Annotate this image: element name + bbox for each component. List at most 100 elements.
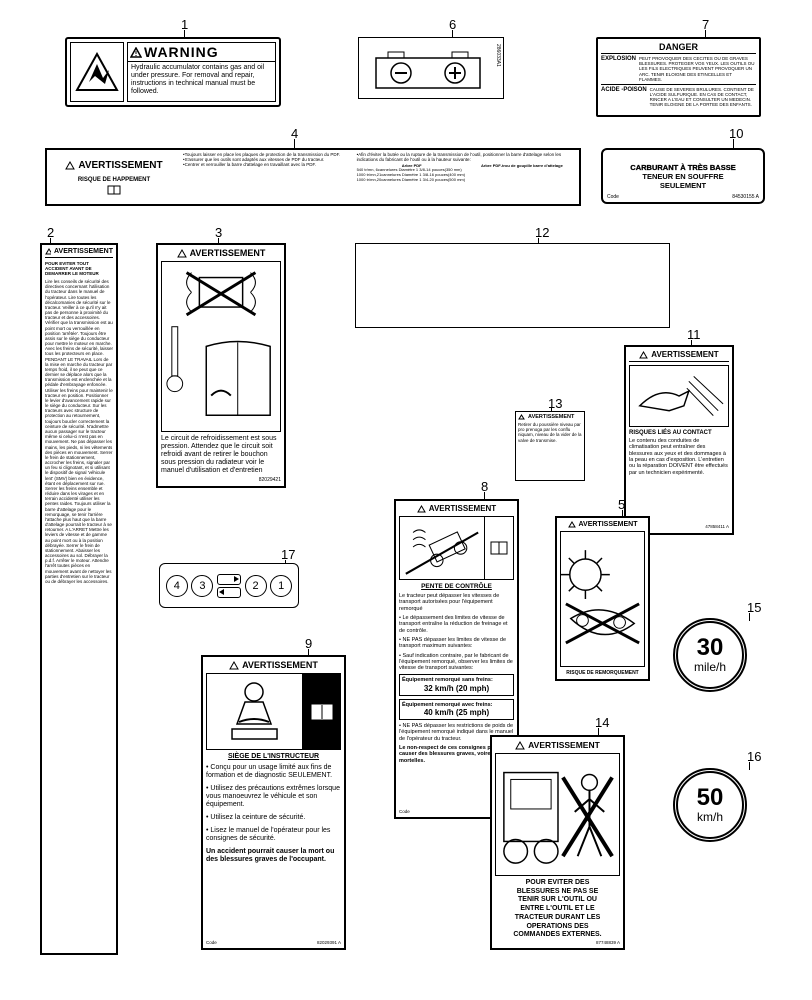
speed-value: 50: [697, 786, 724, 810]
cooling-body: Le circuit de refroidissement est sous p…: [161, 435, 281, 475]
part-number: 286033A1: [495, 44, 501, 67]
decal-16-speed-50: 50 km/h: [673, 768, 747, 842]
book-icon: [490, 541, 508, 555]
b3: Sauf indication contraire, par le fabric…: [399, 653, 513, 672]
leader: [733, 139, 734, 148]
explosion-icon: [70, 42, 124, 102]
book-icon: [311, 704, 333, 720]
gear-4: 4: [166, 575, 188, 597]
part-number: 82029421: [161, 477, 281, 483]
avert-title: AVERTISSEMENT: [242, 660, 318, 670]
decal-3-cooling: AVERTISSEMENT Le circuit de refroidissem…: [156, 243, 286, 488]
warning-triangle-icon: [130, 47, 142, 58]
speed-unit: mile/h: [694, 660, 726, 674]
leader: [749, 613, 750, 621]
warning-triangle-icon: [417, 505, 426, 513]
decal-4-pto: AVERTISSEMENT RISQUE DE HAPPEMENT •Toujo…: [45, 148, 581, 206]
seat-pictogram: [206, 673, 341, 750]
decal-14-external: AVERTISSEMENT POUR EVITER DESBLESSURES N…: [490, 735, 625, 950]
leader: [294, 139, 295, 148]
callout-17: 17: [281, 547, 295, 562]
col-a: •Toujours laisser en place les plaques d…: [183, 152, 353, 202]
explosion-heading: EXPLOSION: [601, 56, 636, 82]
part-number: 47858411 A: [705, 524, 729, 529]
battery-icon: [366, 44, 496, 92]
decal-17-gears: 4 3 2 1: [159, 563, 299, 608]
leader: [484, 492, 485, 499]
warning-triangle-icon: [45, 248, 51, 255]
speed-value: 30: [697, 636, 724, 660]
slope-pictogram: [399, 516, 514, 580]
warning-body: Hydraulic accumulator contains gas and o…: [128, 62, 275, 98]
b2: Utilisez des précautions extrêmes lorsqu…: [206, 785, 340, 808]
decal-15-speed-30: 30 mile/h: [673, 618, 747, 692]
b3: Utilisez la ceinture de sécurité.: [210, 814, 305, 821]
gear-2: 2: [245, 575, 267, 597]
decal-6-battery: 286033A1: [358, 37, 504, 99]
callout-11: 11: [687, 327, 701, 342]
box2b: 40 km/h (25 mph): [402, 708, 511, 717]
fuel-l1: CARBURANT À TRÈS BASSE: [630, 163, 735, 172]
shift-arrows-icon: [217, 574, 241, 598]
table-rows: 540 tr/mn, 6cannelures Diamètre 1 3/8-14…: [357, 168, 577, 182]
intro: Le tracteur peut dépasser les vitesses d…: [399, 593, 514, 612]
box1b: 32 km/h (20 mph): [402, 684, 511, 693]
warning-triangle-icon: [518, 414, 525, 420]
belt-sub: RISQUE DE REMORQUEMENT: [560, 670, 645, 676]
gear-3: 3: [191, 575, 213, 597]
explosion-body: PEUT PROVOQUER DES CECITES OU DE GRAVES …: [639, 56, 756, 82]
warning-triangle-icon: [177, 249, 187, 258]
avert-title: AVERTISSEMENT: [651, 350, 718, 359]
avert-title: AVERTISSEMENT: [528, 414, 574, 420]
warning-triangle-icon: [65, 161, 75, 170]
leader: [452, 30, 453, 37]
body: Retirer du poussière niveau par pro pren…: [518, 422, 582, 478]
leader: [749, 762, 750, 770]
decal-11-ac: AVERTISSEMENT RISQUES LIÉS AU CONTACT Le…: [624, 345, 734, 535]
decal-1-warning: WARNING Hydraulic accumulator contains g…: [65, 37, 281, 107]
warning-triangle-icon: [229, 661, 239, 670]
decal-13: AVERTISSEMENT Retirer du poussière nivea…: [515, 411, 585, 481]
decal-10-fuel: CARBURANT À TRÈS BASSE TENEUR EN SOUFFRE…: [601, 148, 765, 204]
title-bar: WARNING: [128, 43, 275, 62]
decal-7-danger: DANGER EXPLOSION PEUT PROVOQUER DES CECI…: [596, 37, 761, 117]
risque-sub: RISQUE DE HAPPEMENT: [78, 177, 150, 183]
acid-body: CAUSE DE SEVERES BRULURES. CONTIENT DE L…: [650, 87, 756, 108]
leader: [705, 30, 706, 37]
warning-triangle-icon: [639, 351, 648, 359]
avert-title: AVERTISSEMENT: [579, 521, 638, 528]
acid-heading: ACIDE -POISON: [601, 87, 647, 108]
warn: Un accident pourrait causer la mort ou d…: [206, 848, 341, 864]
part-number: 82029391 A: [317, 940, 341, 945]
hand-spray-icon: [629, 365, 729, 427]
warning-title: WARNING: [144, 44, 219, 60]
l14-text: POUR EVITER DESBLESSURES NE PAS SETENIR …: [495, 879, 620, 940]
safety-body: Lire les conseils de sécurité des direct…: [45, 279, 113, 950]
seat-sub: SIÈGE DE L'INSTRUCTEUR: [206, 753, 341, 760]
danger-title: DANGER: [601, 42, 756, 54]
b1: Le dépassement des limites de vitesse de…: [399, 615, 508, 634]
speed-unit: km/h: [697, 810, 723, 824]
person-crush-pictogram: [495, 753, 620, 876]
decal-12-blank: [355, 243, 670, 328]
code: Code: [206, 940, 217, 945]
leader: [598, 728, 599, 735]
cooling-pictogram: [161, 261, 281, 432]
avert-title: AVERTISSEMENT: [54, 248, 113, 255]
section-h1: POUR EVITER TOUT ACCIDENT AVANT DE DEMAR…: [45, 261, 113, 276]
b4: Lisez le manuel de l'opérateur pour les …: [206, 827, 330, 842]
part-number: 84530155 A: [732, 194, 759, 200]
code: Code: [607, 194, 619, 200]
col-b: •Afin d'éviter la butée ou la rupture de…: [357, 152, 577, 162]
avert-title: AVERTISSEMENT: [429, 504, 496, 513]
warning-triangle-icon: [568, 521, 576, 528]
b1: Conçu pour un usage limité aux fins de f…: [206, 764, 332, 779]
fuel-l2: TENEUR EN SOUFFRE: [642, 172, 723, 181]
avert-title: AVERTISSEMENT: [528, 740, 600, 750]
decal-9-seat: AVERTISSEMENT SIÈGE DE L'INSTRUCTEUR • C…: [201, 655, 346, 950]
decal-2-safety: AVERTISSEMENT POUR EVITER TOUT ACCIDENT …: [40, 243, 118, 955]
avert-title: AVERTISSEMENT: [190, 248, 266, 258]
fuel-l3: SEULEMENT: [660, 181, 706, 190]
callout-10: 10: [729, 126, 743, 141]
ac-body: Le contenu des conduites de climatisatio…: [629, 438, 729, 521]
